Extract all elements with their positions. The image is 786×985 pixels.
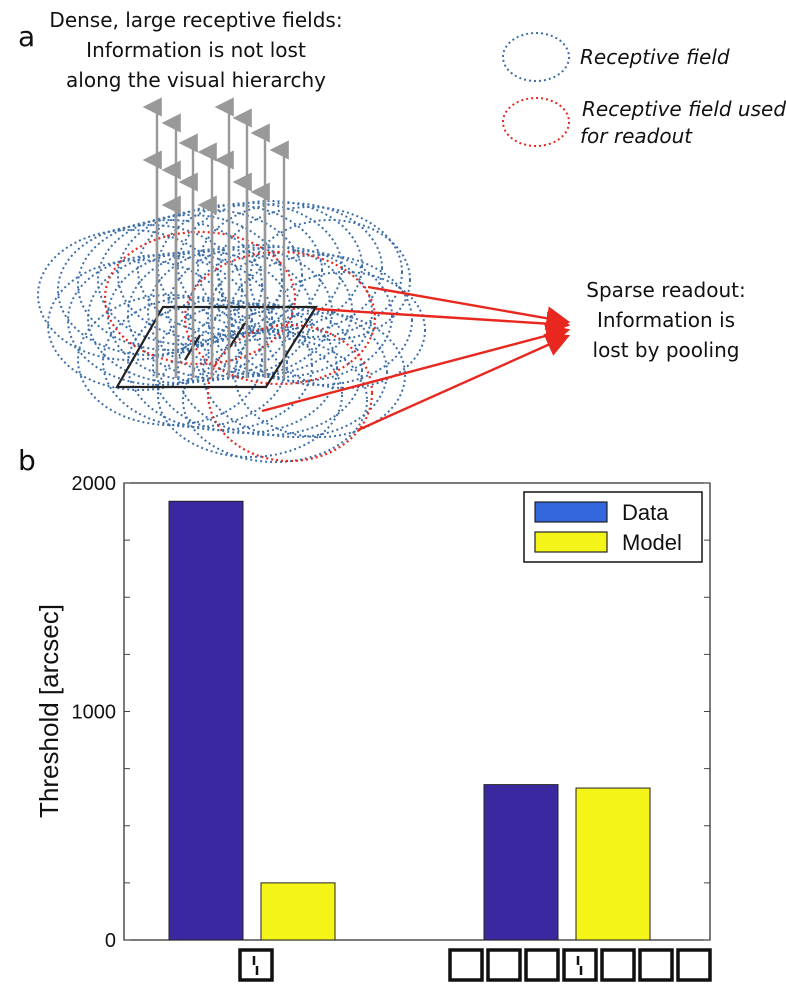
readout-caption-1: Sparse readout: [586, 278, 745, 302]
panel-b-letter: b [18, 444, 36, 477]
readout-rf-3 [206, 323, 374, 463]
bar-data-1 [168, 500, 244, 941]
gray-upward-arrows [142, 97, 289, 378]
y-tick-label: 1000 [72, 702, 117, 724]
legend-readout-swatch [502, 97, 570, 147]
top-caption-line-3: along the visual hierarchy [66, 68, 326, 92]
bar-data-2 [483, 784, 559, 941]
panel-a-letter: a [18, 20, 35, 53]
x-category-icon-flanked-vernier [448, 948, 712, 982]
readout-caption-3: lost by pooling [593, 338, 740, 362]
legend-data-swatch [534, 501, 608, 523]
readout-rf-2 [183, 250, 377, 386]
legend-readout-label-2: for readout [580, 124, 693, 148]
chart-legend: Data Model [523, 491, 703, 563]
legend-model-swatch [534, 531, 608, 553]
bar-model-1 [260, 882, 336, 941]
top-caption-line-2: Information is not lost [86, 38, 306, 62]
top-caption-line-1: Dense, large receptive fields: [49, 8, 342, 32]
legend-data-label: Data [622, 500, 669, 525]
readout-caption-2: Information is [597, 308, 735, 332]
dense-receptive-fields [37, 200, 426, 463]
bar-model-2 [575, 787, 651, 941]
y-axis-label: Threshold [arcsec] [34, 604, 64, 818]
legend-rf-swatch [502, 32, 570, 82]
x-category-icon-single-vernier [238, 948, 274, 982]
readout-receptive-fields [103, 230, 377, 463]
legend-readout-label-1: Receptive field used [582, 97, 786, 121]
legend-rf-label: Receptive field [580, 45, 730, 69]
y-tick-label: 2000 [72, 473, 117, 495]
threshold-bar-chart: 0 1000 2000 Threshold [arcsec] Data Model [34, 473, 712, 982]
readout-rf-1 [103, 230, 297, 366]
y-tick-label: 0 [105, 930, 116, 952]
readout-arrows [261, 285, 571, 432]
legend-model-label: Model [622, 530, 682, 555]
